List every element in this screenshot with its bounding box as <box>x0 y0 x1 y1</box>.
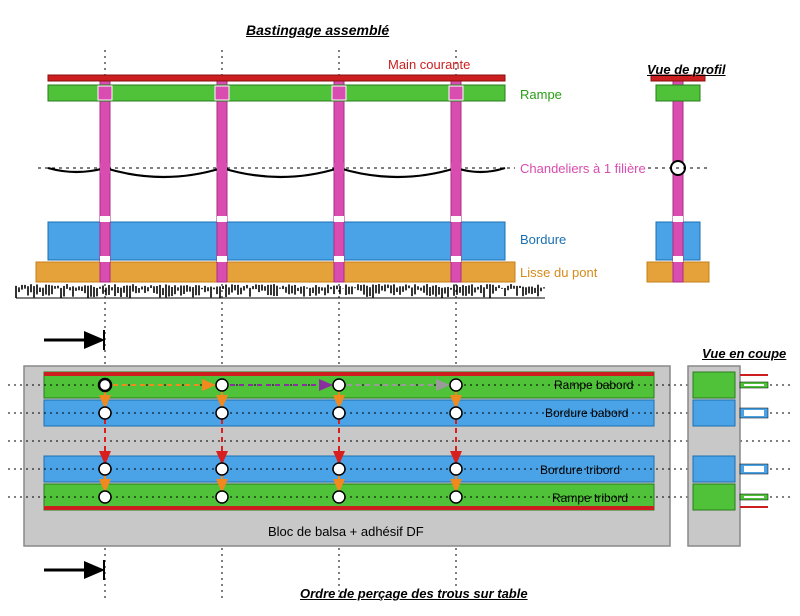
label-border-starboard: Bordure tribord <box>540 463 620 477</box>
label-ramp: Rampe <box>520 87 562 102</box>
label-balsa: Bloc de balsa + adhésif DF <box>268 524 424 539</box>
label-handrail: Main courante <box>388 57 470 72</box>
label-border: Bordure <box>520 232 566 247</box>
title-main: Bastingage assemblé <box>246 22 389 38</box>
title-drilling: Ordre de perçage des trous sur table <box>300 586 528 601</box>
label-stanchion: Chandeliers à 1 filière <box>520 161 646 176</box>
title-section: Vue en coupe <box>702 346 786 361</box>
label-ramp-port: Rampe babord <box>554 378 633 392</box>
title-profile: Vue de profil <box>647 62 726 77</box>
label-ramp-starboard: Rampe tribord <box>552 491 628 505</box>
label-border-port: Bordure babord <box>545 406 628 420</box>
label-deck-plank: Lisse du pont <box>520 265 597 280</box>
